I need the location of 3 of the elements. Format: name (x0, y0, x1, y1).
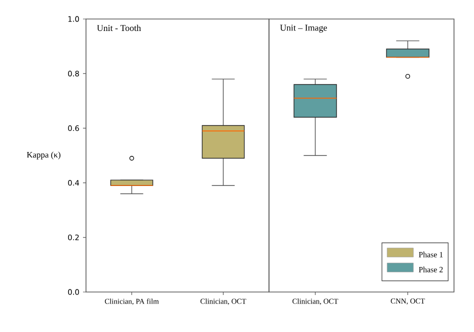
text: Unit – Image (280, 24, 327, 33)
chart-title: Unit - Tooth (97, 24, 141, 32)
y-axis-title: Kappa (κ) (26, 152, 60, 160)
